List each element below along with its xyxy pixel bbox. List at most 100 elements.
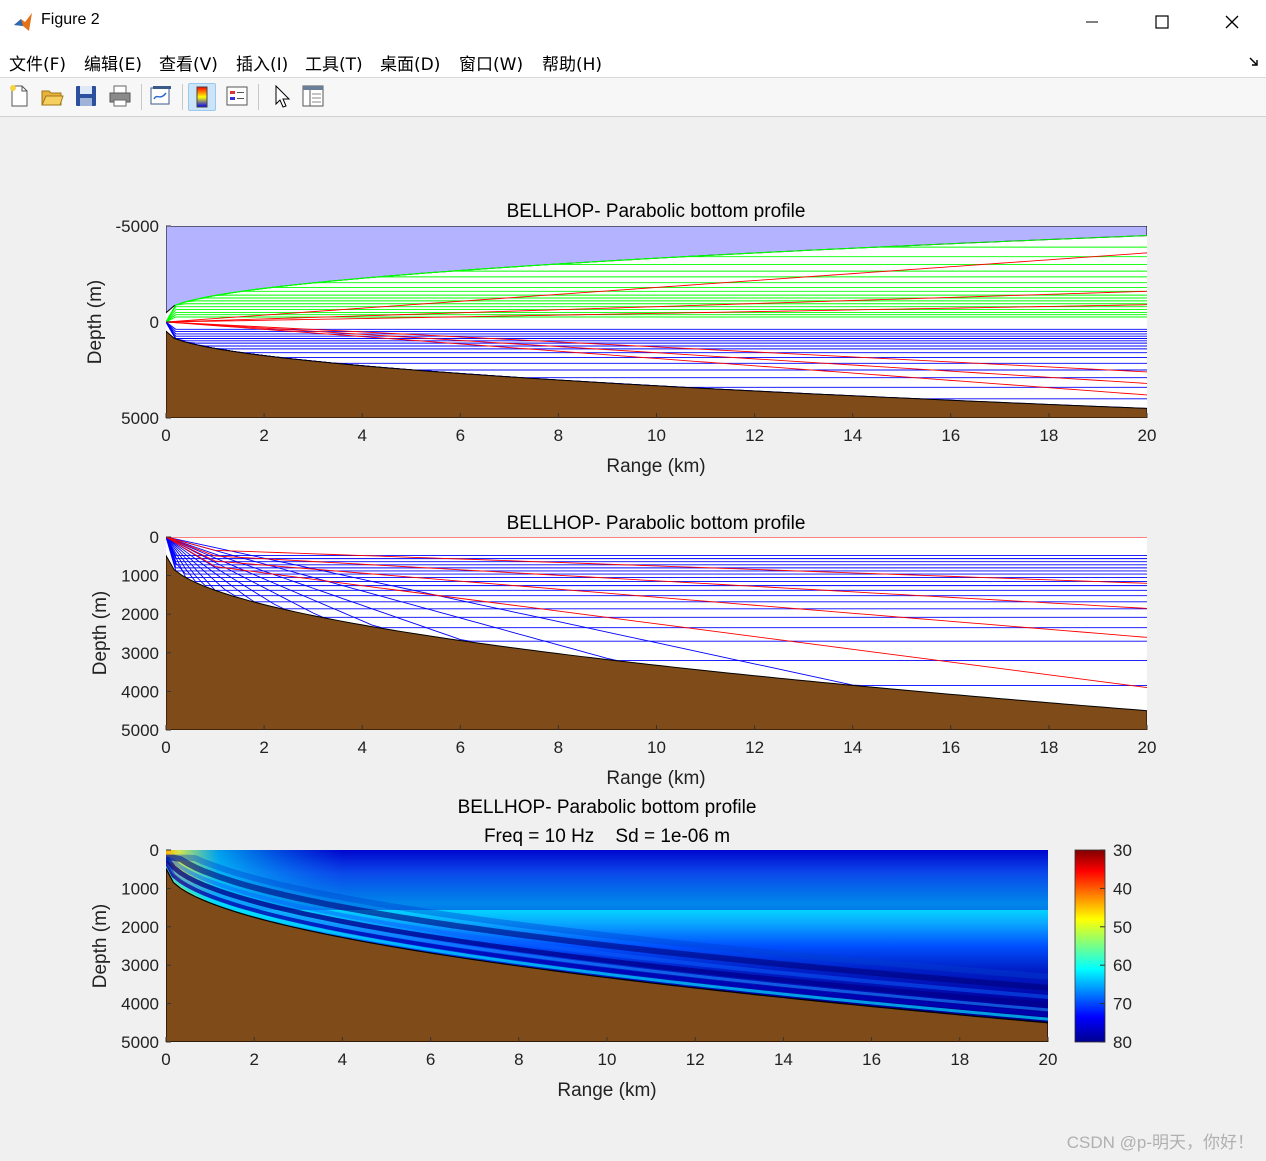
- ray-path: [166, 321, 1147, 344]
- x-tick-label: 20: [1138, 738, 1157, 757]
- ray-path: [166, 537, 1147, 642]
- plot-2: BELLHOP- Parabolic bottom profile 0 2 4 6 8 1…: [90, 513, 1156, 789]
- plot-3-bottom-region: [166, 868, 1048, 1042]
- x-tick-label: 10: [598, 1050, 617, 1069]
- title-bar: Figure 2: [0, 0, 1266, 44]
- y-tick-label: 0: [150, 313, 159, 332]
- menu-window[interactable]: 窗口(W): [459, 55, 524, 75]
- x-tick-label: 6: [456, 738, 465, 757]
- plot-3-title: BELLHOP- Parabolic bottom profile: [458, 797, 757, 818]
- x-tick-label: 6: [456, 426, 465, 445]
- x-tick-label: 12: [745, 426, 764, 445]
- ray-path: [166, 309, 1147, 323]
- x-tick-label: 2: [259, 426, 268, 445]
- menu-insert[interactable]: 插入(I): [236, 55, 289, 75]
- plot-2-xlabel: Range (km): [606, 768, 705, 789]
- x-tick-label: 14: [843, 738, 862, 757]
- y-tick-label: 2000: [121, 605, 159, 624]
- x-tick-label: 12: [686, 1050, 705, 1069]
- property-editor-icon[interactable]: [300, 83, 326, 109]
- x-tick-label: 0: [161, 738, 170, 757]
- link-plot-icon[interactable]: [148, 83, 174, 109]
- close-button[interactable]: [1197, 0, 1266, 44]
- x-tick-label: 18: [1039, 738, 1058, 757]
- ray-path: [166, 537, 1147, 575]
- x-tick-label: 16: [862, 1050, 881, 1069]
- ray-path: [166, 282, 1147, 323]
- y-tick-label: 5000: [121, 1033, 159, 1052]
- x-tick-label: 0: [161, 1050, 170, 1069]
- y-tick-label: 1000: [121, 567, 159, 586]
- ray-path: [166, 537, 1147, 687]
- x-tick-label: 14: [843, 426, 862, 445]
- ray-path: [166, 297, 1147, 323]
- ray-path: [166, 537, 1147, 629]
- plot-1-y-ticks: -5000 0 5000: [116, 217, 171, 428]
- ray-path: [166, 321, 1147, 342]
- colorbar-tick-label: 70: [1113, 995, 1132, 1014]
- y-tick-label: 5000: [121, 721, 159, 740]
- ray-path: [166, 321, 1147, 396]
- edit-plot-icon[interactable]: [268, 83, 294, 109]
- ray-path: [166, 321, 1147, 384]
- new-figure-icon[interactable]: [6, 83, 32, 109]
- x-tick-label: 0: [161, 426, 170, 445]
- ray-path: [166, 252, 1147, 323]
- colorbar-ticks: 30 40 50 60 70 80: [1100, 841, 1132, 1052]
- ray-path: [166, 321, 1147, 347]
- field-band: [166, 854, 1048, 980]
- ray-path: [166, 537, 1147, 587]
- ray-path: [166, 303, 1147, 323]
- ray-path: [166, 537, 1147, 688]
- minimize-button[interactable]: [1057, 0, 1127, 44]
- colorbar-tick-label: 30: [1113, 841, 1132, 860]
- menu-edit[interactable]: 编辑(E): [84, 55, 143, 75]
- x-tick-label: 4: [357, 738, 366, 757]
- colorbar-icon[interactable]: [188, 83, 216, 111]
- menu-help[interactable]: 帮助(H): [542, 55, 603, 75]
- print-icon[interactable]: [107, 83, 133, 109]
- ray-path: [166, 290, 1147, 323]
- save-icon[interactable]: [73, 83, 99, 109]
- menu-tools[interactable]: 工具(T): [305, 55, 363, 75]
- x-tick-label: 10: [647, 426, 666, 445]
- menu-file[interactable]: 文件(F): [9, 55, 67, 75]
- field-band: [166, 856, 1048, 1012]
- menu-desktop[interactable]: 桌面(D): [380, 55, 441, 75]
- x-tick-label: 8: [554, 738, 563, 757]
- ray-path: [166, 537, 1147, 597]
- plot-2-x-ticks: 0 2 4 6 8 10 12 14 16 18 20: [161, 725, 1156, 757]
- plot-3-xlabel: Range (km): [557, 1080, 656, 1101]
- x-tick-label: 6: [426, 1050, 435, 1069]
- open-file-icon[interactable]: [39, 83, 65, 109]
- plot-1-title: BELLHOP- Parabolic bottom profile: [507, 201, 806, 222]
- ray-path: [166, 321, 1147, 330]
- x-tick-label: 14: [774, 1050, 793, 1069]
- dock-arrow-icon[interactable]: [1248, 56, 1260, 68]
- plot-3-interference-bands: [166, 854, 1048, 1021]
- colorbar-tick-label: 60: [1113, 956, 1132, 975]
- maximize-button[interactable]: [1127, 0, 1197, 44]
- x-tick-label: 2: [249, 1050, 258, 1069]
- x-tick-label: 12: [745, 738, 764, 757]
- ray-path: [166, 537, 1147, 569]
- minimize-icon: [1086, 21, 1098, 23]
- plot-3-ylabel: Depth (m): [90, 904, 111, 988]
- plot-2-y-ticks: 0 1000 2000 3000 4000 5000: [121, 528, 171, 740]
- colorbar[interactable]: [1074, 849, 1106, 1043]
- x-tick-label: 8: [554, 426, 563, 445]
- watermark: CSDN @p-明天，你好！: [1066, 1133, 1254, 1152]
- plot-1-xlabel: Range (km): [606, 456, 705, 477]
- ray-path: [166, 537, 1147, 609]
- menu-view[interactable]: 查看(V): [159, 55, 218, 75]
- legend-icon[interactable]: [224, 83, 250, 109]
- plot-1-ray-paths: [166, 235, 1147, 409]
- plot-2-ylabel: Depth (m): [90, 591, 111, 675]
- colorbar-tick-label: 40: [1113, 879, 1132, 898]
- y-tick-label: 3000: [121, 644, 159, 663]
- figure-canvas[interactable]: BELLHOP- Parabolic bottom profile 0 2 4 6 8 1…: [0, 117, 1266, 1161]
- colorbar-tick-label: 80: [1113, 1033, 1132, 1052]
- ray-path: [166, 311, 1147, 323]
- ray-path: [166, 290, 1147, 323]
- field-band: [166, 860, 1048, 1017]
